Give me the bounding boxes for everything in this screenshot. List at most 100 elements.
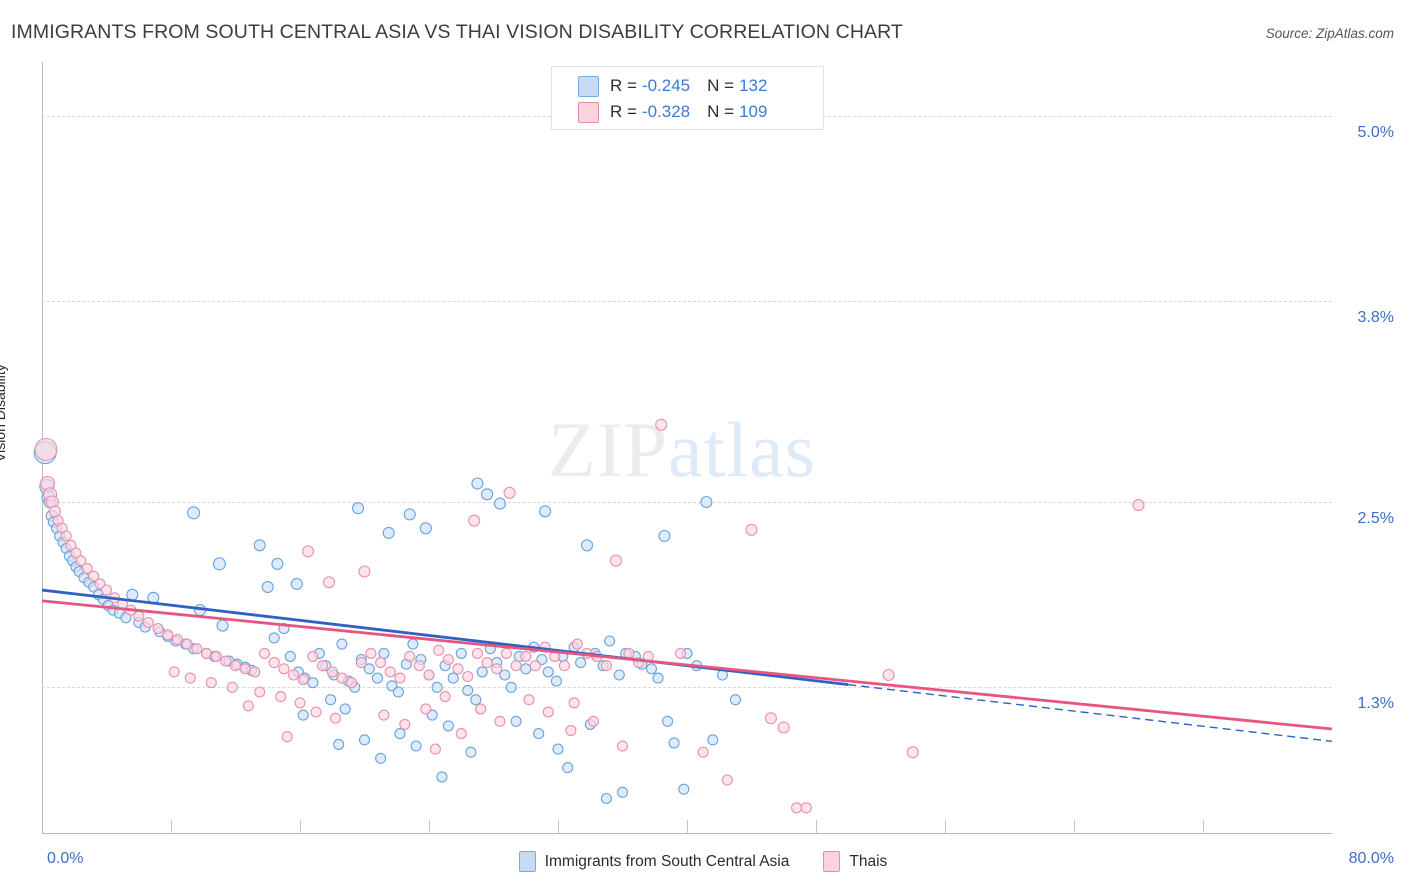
data-point <box>275 691 287 703</box>
data-point <box>623 647 635 659</box>
legend-item-immigrants[interactable]: Immigrants from South Central Asia <box>518 851 790 872</box>
data-point <box>355 657 367 669</box>
gridline <box>42 687 1332 689</box>
data-point <box>378 709 390 721</box>
stats-legend-row-blue: R = -0.245 N = 132 <box>578 73 767 99</box>
y-axis-tick-label: 1.3% <box>1357 695 1394 713</box>
n-value-pink: 109 <box>739 102 768 121</box>
data-point <box>800 802 812 814</box>
data-point <box>431 681 443 693</box>
data-point <box>81 562 93 574</box>
data-point <box>678 783 690 795</box>
data-point <box>729 694 741 706</box>
data-point <box>542 706 554 718</box>
data-point <box>609 554 623 567</box>
data-point <box>60 530 72 542</box>
series-legend: Immigrants from South Central Asia Thais <box>0 851 1406 872</box>
legend-swatch-blue <box>578 75 599 97</box>
data-point <box>307 677 319 689</box>
data-point <box>587 715 600 727</box>
data-point <box>529 660 541 672</box>
y-axis-tick-label: 3.8% <box>1357 309 1394 327</box>
data-point <box>600 792 612 805</box>
data-point <box>278 663 290 675</box>
data-point <box>254 686 266 698</box>
data-point <box>452 663 464 675</box>
data-point <box>552 743 564 755</box>
data-point <box>791 802 803 814</box>
data-point <box>220 655 232 667</box>
data-point <box>294 697 306 709</box>
data-point <box>65 539 77 551</box>
data-point <box>297 674 309 686</box>
data-point <box>658 529 671 543</box>
data-point <box>707 734 719 746</box>
x-axis-max-label: 80.0% <box>1348 850 1394 867</box>
legend-label-immigrants: Immigrants from South Central Asia <box>544 852 790 870</box>
data-point <box>462 684 474 696</box>
data-point <box>616 786 629 798</box>
data-point <box>481 657 493 669</box>
data-point <box>700 495 713 509</box>
data-point <box>346 677 358 689</box>
legend-swatch-pink <box>578 101 599 123</box>
data-point <box>423 669 435 681</box>
data-point <box>439 691 451 703</box>
data-point <box>317 660 329 672</box>
data-point <box>290 577 303 590</box>
data-point <box>499 669 511 681</box>
data-point <box>258 647 271 659</box>
r-label-pink: R = <box>610 102 637 121</box>
data-point <box>674 647 687 659</box>
data-point <box>436 771 448 783</box>
data-point <box>307 650 319 662</box>
scatter-points-layer <box>33 418 1333 814</box>
data-point <box>384 666 396 678</box>
data-point <box>493 497 506 510</box>
data-point <box>471 477 484 490</box>
data-point <box>447 672 459 684</box>
data-point <box>302 545 315 558</box>
data-point <box>226 681 238 693</box>
data-point <box>882 668 895 682</box>
data-point <box>442 653 454 666</box>
data-point <box>510 715 522 727</box>
data-point <box>339 703 351 715</box>
x-axis-tick <box>558 820 559 834</box>
data-point <box>363 663 375 675</box>
data-point <box>358 565 371 578</box>
data-point <box>358 734 371 746</box>
data-point <box>394 728 406 740</box>
data-point <box>375 657 387 669</box>
data-point <box>284 650 296 662</box>
data-point <box>205 677 217 689</box>
data-point <box>764 712 777 725</box>
data-point <box>249 666 261 678</box>
data-point <box>142 616 154 629</box>
legend-item-thais[interactable]: Thais <box>823 851 887 872</box>
data-point <box>399 718 411 730</box>
data-point <box>184 672 196 684</box>
data-point <box>297 709 309 721</box>
data-point <box>604 635 616 647</box>
data-point <box>242 700 254 712</box>
data-point <box>655 418 668 431</box>
y-axis-tick-label: 2.5% <box>1357 510 1394 528</box>
x-axis-tick <box>945 820 946 834</box>
data-point <box>310 706 322 718</box>
data-point <box>462 670 474 683</box>
data-point <box>322 576 336 589</box>
data-point <box>168 666 180 678</box>
data-point <box>392 686 404 698</box>
data-point <box>216 619 229 632</box>
x-axis-tick <box>687 820 688 834</box>
data-point <box>200 647 213 659</box>
data-point <box>239 663 251 675</box>
data-point <box>268 632 280 644</box>
data-point <box>500 647 512 659</box>
data-point <box>533 728 545 740</box>
data-point <box>1132 499 1145 512</box>
data-point <box>471 647 483 659</box>
data-point <box>568 697 580 709</box>
